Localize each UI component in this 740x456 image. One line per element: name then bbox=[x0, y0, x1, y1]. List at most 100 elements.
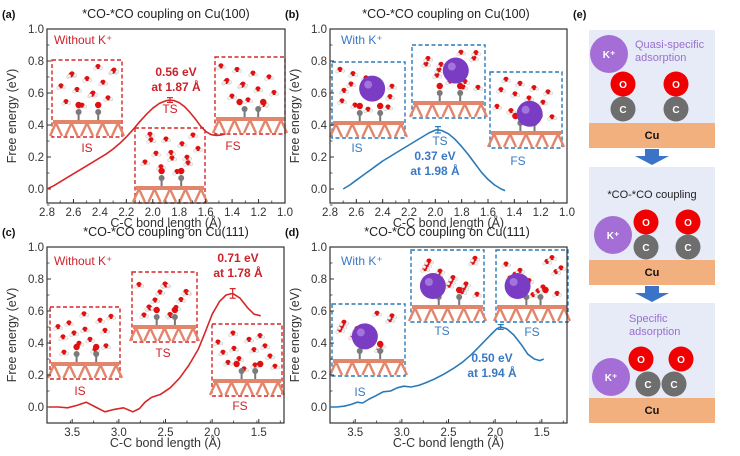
copper-lattice bbox=[377, 121, 392, 138]
y-tick-label: 0.0 bbox=[28, 184, 44, 196]
water-hydrogen bbox=[166, 152, 170, 157]
water-hydrogen bbox=[139, 315, 143, 320]
x-tick-label: 3.0 bbox=[394, 427, 410, 439]
water-hydrogen bbox=[507, 263, 512, 268]
k-ion-sphere bbox=[594, 216, 632, 254]
water-hydrogen bbox=[78, 89, 82, 93]
carbon-atom bbox=[75, 109, 82, 115]
water-hydrogen bbox=[551, 271, 556, 276]
water-hydrogen bbox=[112, 316, 116, 320]
snapshot-ts bbox=[128, 271, 201, 343]
water-hydrogen bbox=[492, 106, 497, 111]
water-hydrogen bbox=[475, 57, 480, 62]
arrow-down-icon bbox=[635, 149, 669, 165]
water-hydrogen bbox=[461, 284, 466, 289]
water-hydrogen bbox=[218, 352, 222, 357]
y-tick-label: 0.2 bbox=[28, 370, 44, 382]
copper-lattice bbox=[393, 359, 409, 376]
x-axis-label: C-C bond length (Å) bbox=[393, 215, 504, 230]
water-hydrogen bbox=[450, 284, 455, 289]
snapshot-fs bbox=[211, 56, 289, 135]
water-hydrogen bbox=[189, 162, 193, 167]
oxygen-atom bbox=[153, 306, 160, 314]
water-hydrogen bbox=[429, 58, 434, 62]
water-hydrogen bbox=[67, 74, 71, 78]
x-tick-label: 2.0 bbox=[145, 207, 161, 219]
water-hydrogen bbox=[335, 69, 340, 74]
water-hydrogen bbox=[167, 138, 171, 143]
water-hydrogen bbox=[167, 158, 171, 162]
ion-highlight bbox=[356, 328, 365, 337]
water-hydrogen bbox=[222, 65, 226, 70]
x-tick-label: 2.5 bbox=[158, 427, 174, 439]
oxygen-label: O bbox=[642, 218, 650, 229]
water-hydrogen bbox=[264, 77, 269, 81]
potassium-ion bbox=[351, 323, 378, 350]
water-hydrogen bbox=[99, 66, 103, 70]
water-hydrogen bbox=[249, 349, 253, 354]
water-hydrogen bbox=[343, 100, 348, 105]
chart-title: *CO-*CO coupling on Cu(100) bbox=[82, 7, 249, 21]
barrier-annotation-length: at 1.98 Å bbox=[410, 163, 460, 178]
state-label-ts: TS bbox=[155, 346, 170, 360]
water-hydrogen bbox=[98, 82, 102, 87]
copper-lattice bbox=[424, 305, 439, 322]
carbon-label: C bbox=[619, 105, 626, 116]
y-tick-label: 1.0 bbox=[311, 24, 327, 36]
oxygen-atom bbox=[178, 167, 185, 175]
oxygen-atom bbox=[663, 71, 689, 97]
water-hydrogen bbox=[335, 330, 340, 334]
chart-panel-a: (a) *CO-*CO coupling on Cu(100) IS TS FS 0.0 0… bbox=[2, 7, 293, 230]
copper-lattice bbox=[518, 131, 534, 148]
water-hydrogen bbox=[64, 336, 68, 341]
x-tick-label: 1.2 bbox=[533, 207, 549, 219]
barrier-annotation-energy: 0.50 eV bbox=[471, 351, 512, 365]
y-axis-label: Free energy (eV) bbox=[288, 288, 302, 382]
water-hydrogen bbox=[543, 92, 548, 96]
x-tick-label: 1.4 bbox=[506, 207, 523, 219]
water-hydrogen bbox=[145, 314, 149, 319]
water-hydrogen bbox=[94, 92, 98, 97]
copper-lattice bbox=[227, 117, 242, 134]
water-hydrogen bbox=[56, 86, 61, 90]
chart-title: *CO-*CO coupling on Cu(111) bbox=[364, 225, 530, 239]
water-hydrogen bbox=[538, 287, 543, 292]
y-tick-label: 0.4 bbox=[311, 120, 328, 132]
water-hydrogen bbox=[369, 108, 374, 113]
chart-panel-d: (d) *CO-*CO coupling on Cu(111) IS TS FS 0.0 0… bbox=[285, 225, 572, 450]
water-hydrogen bbox=[187, 291, 191, 295]
k-ion-sphere bbox=[590, 35, 628, 73]
water-hydrogen bbox=[101, 319, 105, 324]
water-hydrogen bbox=[156, 299, 160, 304]
water-hydrogen bbox=[452, 281, 457, 285]
scheme-stage-specific: Specific adsorption K⁺ O O C C Cu bbox=[589, 303, 715, 423]
copper-lattice bbox=[242, 117, 258, 134]
water-hydrogen bbox=[345, 321, 350, 326]
oxygen-atom bbox=[95, 101, 102, 109]
water-hydrogen bbox=[337, 326, 342, 331]
barrier-annotation-energy: 0.71 eV bbox=[217, 251, 258, 265]
water-hydrogen bbox=[250, 339, 254, 343]
x-tick-label: 3.0 bbox=[111, 427, 127, 439]
water-hydrogen bbox=[75, 332, 79, 337]
x-tick-label: 1.5 bbox=[251, 427, 267, 439]
copper-lattice bbox=[393, 121, 409, 138]
water-hydrogen bbox=[470, 258, 475, 263]
free-energy-curve bbox=[342, 129, 506, 192]
copper-lattice bbox=[64, 120, 79, 137]
y-tick-label: 0.4 bbox=[311, 338, 328, 350]
x-tick-label: 2.6 bbox=[348, 207, 364, 219]
water-hydrogen bbox=[345, 90, 350, 94]
water-hydrogen bbox=[468, 262, 473, 267]
copper-lattice bbox=[486, 131, 502, 148]
copper-lattice bbox=[456, 305, 471, 322]
water-hydrogen bbox=[259, 88, 264, 93]
copper-lattice bbox=[62, 362, 77, 379]
oxygen-atom bbox=[260, 98, 267, 106]
state-label-fs: FS bbox=[232, 399, 247, 413]
oxygen-atom bbox=[668, 346, 694, 372]
ion-highlight bbox=[509, 278, 518, 286]
water-hydrogen bbox=[462, 51, 467, 56]
water-hydrogen bbox=[93, 66, 97, 71]
water-hydrogen bbox=[521, 83, 526, 87]
